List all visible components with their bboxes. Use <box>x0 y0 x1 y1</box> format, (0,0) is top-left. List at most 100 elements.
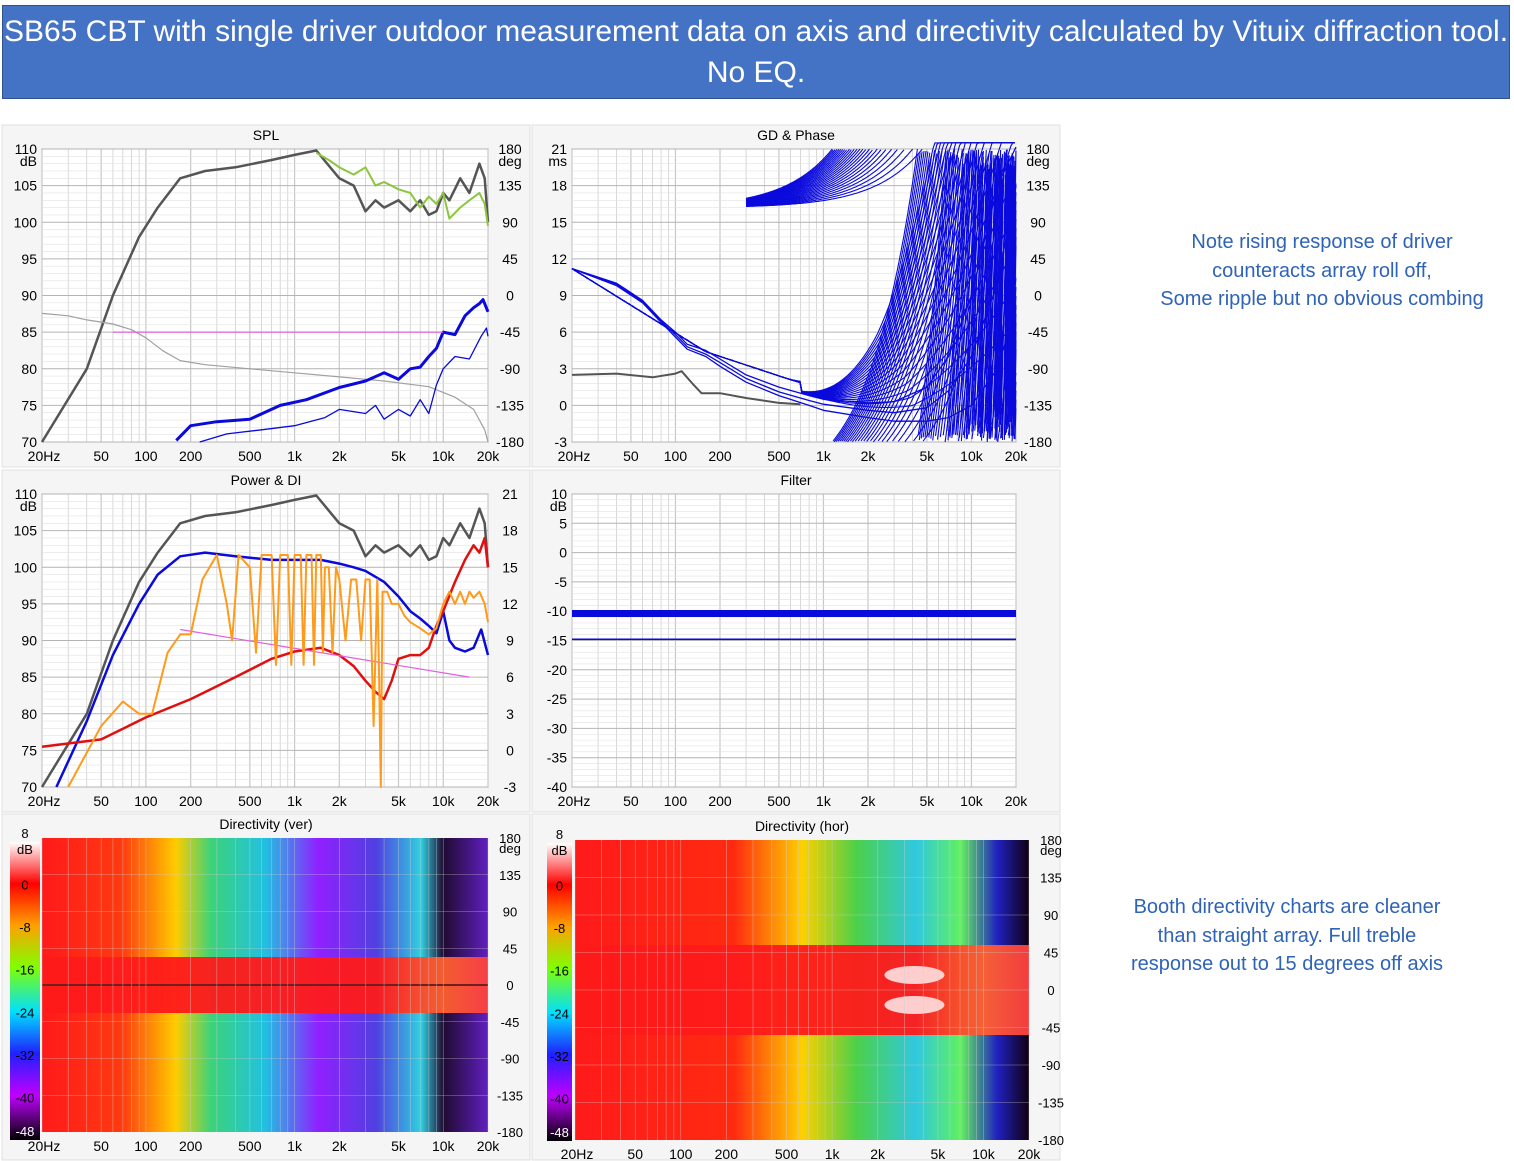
x-tick-label: 500 <box>767 793 791 809</box>
colorbar-tick-label: -24 <box>550 1006 569 1021</box>
page-title-banner: SB65 CBT with single driver outdoor meas… <box>2 5 1510 99</box>
y2-tick-label: 15 <box>502 559 518 575</box>
series-line-5 <box>199 327 489 443</box>
series-line-1 <box>40 494 490 788</box>
colorbar-tick-label: -8 <box>554 921 566 936</box>
x-tick-label: 2k <box>870 1146 886 1161</box>
y-tick-label: 70 <box>21 434 37 450</box>
y2-tick-label: 180 <box>498 141 522 157</box>
colorbar-unit-label: dB <box>17 842 33 857</box>
x-tick-label: 5k <box>391 448 407 464</box>
y-tick-label: 10 <box>551 486 567 502</box>
chart-title: Power & DI <box>231 472 302 488</box>
chart-title: Directivity (ver) <box>219 816 312 832</box>
y-tick-label: 80 <box>21 361 37 377</box>
x-tick-label: 100 <box>664 793 688 809</box>
x-tick-label: 100 <box>134 448 158 464</box>
y-tick-label: 90 <box>21 633 37 649</box>
colorbar <box>10 842 40 1140</box>
y2-tick-label: -180 <box>1024 434 1052 450</box>
x-tick-label: 1k <box>825 1146 841 1161</box>
phase-line <box>745 149 1017 442</box>
y-tick-label: -40 <box>547 779 567 795</box>
y-tick-label: 180 <box>1040 833 1062 848</box>
y2-tick-label: 6 <box>506 669 514 685</box>
series-line-4 <box>180 628 470 678</box>
y-tick-label: 45 <box>503 941 517 956</box>
y-tick-label: 75 <box>21 397 37 413</box>
x-tick-label: 10k <box>432 1138 456 1154</box>
y-tick-label: 135 <box>1040 871 1062 886</box>
note-directivity-line-2: than straight array. Full treble <box>1157 924 1417 947</box>
x-tick-label: 500 <box>775 1146 799 1161</box>
series-line-3 <box>41 312 489 443</box>
y2-tick-label: 9 <box>506 633 514 649</box>
series-line-1 <box>571 370 801 406</box>
y-tick-label: -135 <box>1038 1096 1064 1111</box>
x-tick-label: 1k <box>816 448 832 464</box>
y-tick-label: 15 <box>551 214 567 230</box>
x-tick-label: 5k <box>919 793 935 809</box>
colorbar-tick-label: -16 <box>550 964 569 979</box>
chart-1: 110 105 100 95 90 85 80 75 70 dB 180 135 90 45 0 -45 -90… <box>1 124 531 468</box>
colorbar-tick-label: -8 <box>19 920 31 935</box>
y-tick-label: 75 <box>21 742 37 758</box>
heatmap-hotspot <box>884 996 945 1014</box>
chart-2: 21 18 15 12 9 6 3 0 -3 ms 180 135 90 45 0 -45 -90 -135 -18… <box>531 124 1061 468</box>
y-tick-label: 85 <box>21 669 37 685</box>
chart-title: Filter <box>780 472 811 488</box>
y-tick-label: 0 <box>1047 983 1054 998</box>
gd-line <box>571 142 1015 393</box>
phase-line <box>746 149 1017 443</box>
chart-title: GD & Phase <box>757 127 835 143</box>
chart-5: 8 0 -8 -16 -24 -32 -40 -48 dB 180 135 90 45 0 -45 -90 -1… <box>1 813 531 1161</box>
x-tick-label: 2k <box>332 793 348 809</box>
colorbar-tick-label: 0 <box>556 879 563 894</box>
y2-tick-label: -135 <box>1024 397 1052 413</box>
x-tick-label: 20k <box>1005 448 1029 464</box>
y2-tick-label: -135 <box>496 397 524 413</box>
y2-tick-label: -45 <box>500 324 520 340</box>
chart-6: 8 0 -8 -16 -24 -32 -40 -48 dB 180 135 90 45 0 -45 -90 -1… <box>531 813 1064 1161</box>
series-line-2 <box>55 551 490 788</box>
y-unit-label: dB <box>550 498 567 514</box>
y2-tick-label: -90 <box>1028 361 1048 377</box>
y-tick-label: -3 <box>555 434 568 450</box>
y-tick-label: 100 <box>14 559 38 575</box>
x-tick-label: 2k <box>332 448 348 464</box>
chart-title: SPL <box>253 127 280 143</box>
y-tick-label: -90 <box>1042 1058 1061 1073</box>
x-tick-label: 200 <box>715 1146 739 1161</box>
note-directivity: Booth directivity charts are cleaner tha… <box>1084 893 1490 979</box>
x-tick-label: 2k <box>861 793 877 809</box>
y-tick-label: 95 <box>21 251 37 267</box>
y-tick-label: 95 <box>21 596 37 612</box>
y2-tick-label: 3 <box>506 706 514 722</box>
y-unit-label: dB <box>20 498 37 514</box>
phase-line <box>745 149 1016 443</box>
x-tick-label: 20k <box>477 1138 501 1154</box>
y2-tick-label: 18 <box>502 523 518 539</box>
series-line-1 <box>40 149 490 443</box>
colorbar <box>547 843 572 1141</box>
y-tick-label: 0 <box>559 545 567 561</box>
y2-tick-label: 45 <box>502 251 518 267</box>
x-tick-label: 50 <box>93 793 109 809</box>
y-unit-label: deg <box>499 841 521 856</box>
x-tick-label: 5k <box>930 1146 946 1161</box>
note-spl: Note rising response of driver counterac… <box>1120 228 1514 314</box>
y-tick-label: 70 <box>21 779 37 795</box>
series-line-2 <box>315 151 489 227</box>
x-tick-label: 200 <box>708 793 732 809</box>
x-tick-label: 1k <box>287 793 303 809</box>
colorbar-tick-label: -32 <box>16 1048 35 1063</box>
y2-tick-label: 21 <box>502 486 518 502</box>
y-tick-label: -25 <box>547 691 567 707</box>
y-tick-label: -45 <box>501 1015 520 1030</box>
y-unit-label: dB <box>20 153 37 169</box>
y-tick-label: -35 <box>547 750 567 766</box>
y2-tick-label: 135 <box>498 178 522 194</box>
heatmap-hotspot <box>884 966 945 984</box>
y-tick-label: -20 <box>547 662 567 678</box>
